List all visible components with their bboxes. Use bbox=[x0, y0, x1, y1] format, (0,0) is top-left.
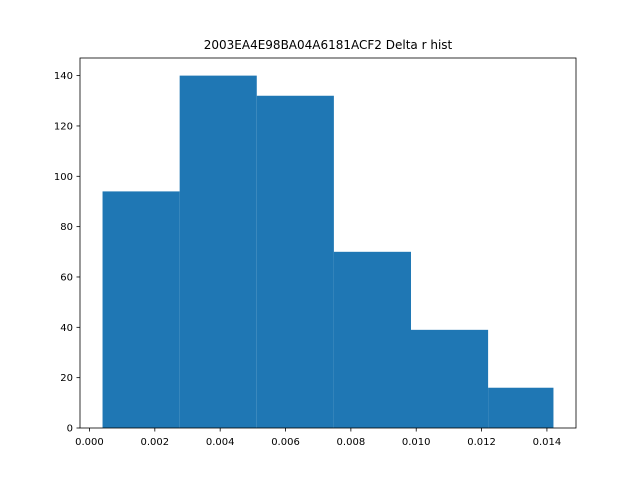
x-tick-label: 0.004 bbox=[206, 437, 235, 448]
y-tick-label: 100 bbox=[54, 172, 73, 183]
bars-group bbox=[102, 75, 554, 429]
y-tick-label: 80 bbox=[60, 222, 73, 233]
plot-frame bbox=[79, 57, 577, 429]
y-tick-label: 60 bbox=[60, 272, 73, 283]
x-tick-label: 0.012 bbox=[467, 437, 496, 448]
y-tick-label: 120 bbox=[54, 121, 73, 132]
histogram-bar-1 bbox=[102, 191, 180, 428]
x-axis: 0.000 0.002 0.004 0.006 0.008 0.010 0.012 0.014 bbox=[75, 428, 561, 448]
y-tick-label: 20 bbox=[60, 373, 73, 384]
histogram-bar-5 bbox=[410, 329, 489, 428]
x-tick-label: 0.006 bbox=[271, 437, 300, 448]
y-tick-label: 40 bbox=[60, 323, 73, 334]
histogram-bar-3 bbox=[256, 95, 334, 429]
x-tick-label: 0.014 bbox=[533, 437, 562, 448]
x-tick-label: 0.000 bbox=[75, 437, 104, 448]
x-tick-label: 0.002 bbox=[141, 437, 170, 448]
histogram-bar-4 bbox=[333, 251, 411, 428]
x-tick-label: 0.010 bbox=[402, 437, 431, 448]
y-tick-label: 140 bbox=[54, 71, 73, 82]
chart-title: 2003EA4E98BA04A6181ACF2 Delta r hist bbox=[204, 38, 453, 52]
y-axis: 0 20 40 60 80 100 120 140 bbox=[54, 71, 80, 435]
y-tick-label: 0 bbox=[67, 424, 73, 435]
histogram-bar-6 bbox=[488, 387, 554, 428]
histogram-bar-2 bbox=[179, 75, 257, 428]
x-tick-label: 0.008 bbox=[337, 437, 366, 448]
